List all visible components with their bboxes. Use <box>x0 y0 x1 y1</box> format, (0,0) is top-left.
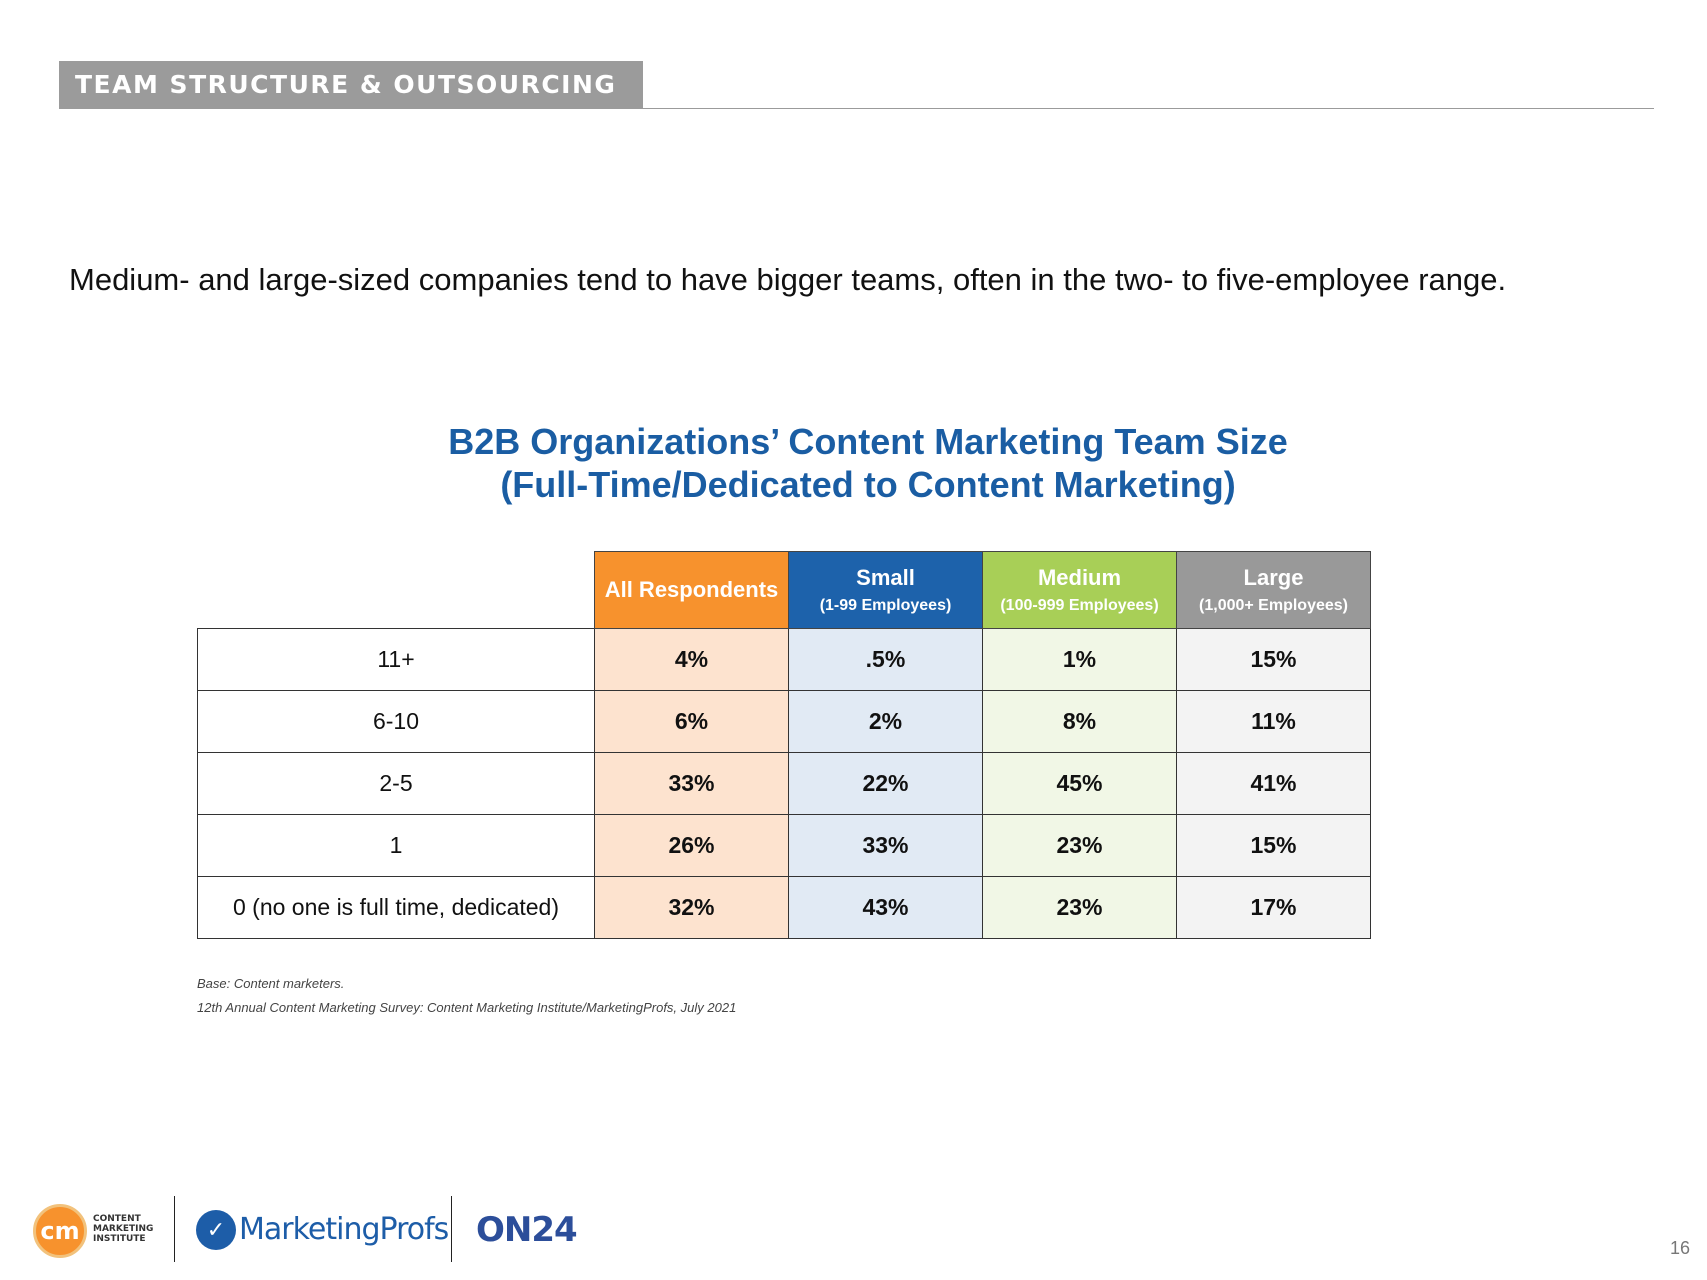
col-header-small: Small (1-99 Employees) <box>788 551 983 629</box>
table-row: 2-5 33% 22% 45% 41% <box>197 752 1371 815</box>
col-header-subtitle: (100-999 Employees) <box>1000 597 1159 614</box>
row-label: 1 <box>197 814 595 877</box>
table-title: B2B Organizations’ Content Marketing Tea… <box>0 420 1707 506</box>
table-row: 0 (no one is full time, dedicated) 32% 4… <box>197 876 1371 939</box>
col-header-title: Small <box>856 565 915 590</box>
cell-large: 15% <box>1176 628 1371 691</box>
row-label: 0 (no one is full time, dedicated) <box>197 876 595 939</box>
cell-all-respondents: 26% <box>594 814 789 877</box>
page-number: 16 <box>1670 1238 1691 1258</box>
cell-large: 17% <box>1176 876 1371 939</box>
cmi-logo-text: CONTENT MARKETING INSTITUTE <box>93 1214 153 1244</box>
section-label: TEAM STRUCTURE & OUTSOURCING <box>59 61 643 109</box>
cell-medium: 23% <box>982 876 1177 939</box>
cell-all-respondents: 33% <box>594 752 789 815</box>
on24-logo-number: 24 <box>531 1210 577 1250</box>
cell-all-respondents: 4% <box>594 628 789 691</box>
cmi-line: INSTITUTE <box>93 1234 146 1244</box>
row-label: 6-10 <box>197 690 595 753</box>
on24-logo: ON24 <box>476 1210 578 1250</box>
table-row: 1 26% 33% 23% 15% <box>197 814 1371 877</box>
cell-small: .5% <box>788 628 983 691</box>
slide-subtitle: Medium- and large-sized companies tend t… <box>69 262 1507 297</box>
col-header-title: All Respondents <box>604 577 779 602</box>
table-title-line2: (Full-Time/Dedicated to Content Marketin… <box>500 464 1236 505</box>
cell-small: 43% <box>788 876 983 939</box>
cmi-line: MARKETING <box>93 1224 154 1234</box>
cell-all-respondents: 6% <box>594 690 789 753</box>
cell-medium: 1% <box>982 628 1177 691</box>
cell-small: 22% <box>788 752 983 815</box>
col-header-medium: Medium (100-999 Employees) <box>982 551 1177 629</box>
table-row: 6-10 6% 2% 8% 11% <box>197 690 1371 753</box>
col-header-all-respondents: All Respondents <box>594 551 789 629</box>
header-rule <box>59 108 1654 109</box>
row-label: 2-5 <box>197 752 595 815</box>
cell-large: 11% <box>1176 690 1371 753</box>
source-note: 12th Annual Content Marketing Survey: Co… <box>197 1000 737 1015</box>
cell-large: 15% <box>1176 814 1371 877</box>
on24-logo-on: ON <box>476 1210 532 1250</box>
cell-large: 41% <box>1176 752 1371 815</box>
cmi-line: CONTENT <box>93 1214 141 1224</box>
logo-divider <box>174 1196 175 1262</box>
table-row: 11+ 4% .5% 1% 15% <box>197 628 1371 691</box>
team-size-table: All Respondents Small (1-99 Employees) M… <box>197 551 1371 939</box>
col-header-title: Medium <box>1037 565 1122 590</box>
marketingprofs-logo-text: MarketingProfs <box>239 1212 449 1247</box>
cell-all-respondents: 32% <box>594 876 789 939</box>
row-label: 11+ <box>197 628 595 691</box>
col-header-title: Large <box>1243 565 1304 590</box>
table-header-row: All Respondents Small (1-99 Employees) M… <box>198 551 1371 629</box>
cell-medium: 45% <box>982 752 1177 815</box>
base-note: Base: Content marketers. <box>197 976 345 991</box>
cell-medium: 8% <box>982 690 1177 753</box>
table-corner <box>198 552 595 629</box>
col-header-subtitle: (1,000+ Employees) <box>1199 597 1348 614</box>
cell-small: 2% <box>788 690 983 753</box>
table-title-line1: B2B Organizations’ Content Marketing Tea… <box>448 421 1288 462</box>
cell-medium: 23% <box>982 814 1177 877</box>
logo-divider <box>451 1196 452 1262</box>
col-header-large: Large (1,000+ Employees) <box>1176 551 1371 629</box>
marketingprofs-logo-icon: ✓ <box>196 1210 236 1250</box>
cmi-logo-icon: cm <box>33 1204 87 1258</box>
col-header-subtitle: (1-99 Employees) <box>819 597 952 614</box>
cell-small: 33% <box>788 814 983 877</box>
